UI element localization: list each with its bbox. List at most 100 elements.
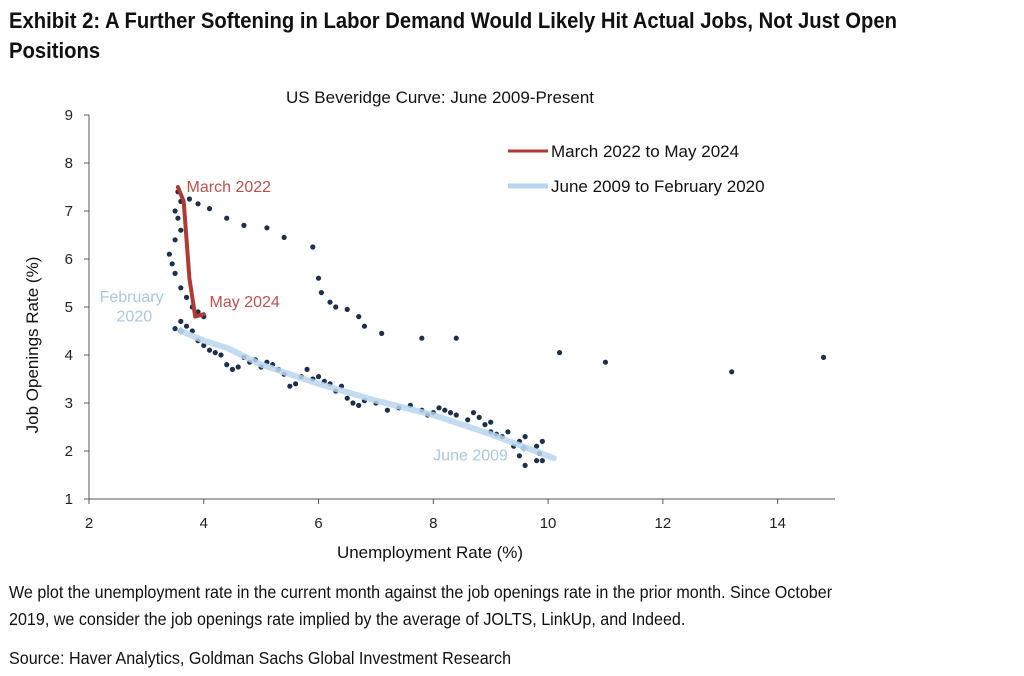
- x-tick-label: 6: [314, 515, 322, 532]
- x-axis-title: Unemployment Rate (%): [337, 543, 523, 562]
- data-point: [281, 234, 287, 240]
- y-tick-label: 3: [65, 395, 73, 412]
- chart-legend: March 2022 to May 2024 June 2009 to Febru…: [508, 142, 765, 196]
- annotation-label: 2020: [117, 308, 153, 325]
- data-point: [172, 208, 178, 214]
- y-tick-label: 5: [65, 299, 73, 316]
- data-point: [224, 215, 230, 221]
- y-tick-label: 4: [65, 347, 73, 364]
- x-tick-label: 4: [200, 515, 208, 532]
- data-point: [436, 405, 442, 411]
- data-point: [264, 225, 270, 231]
- annotation-label: May 2024: [210, 294, 280, 311]
- data-point: [384, 407, 390, 413]
- data-point: [195, 201, 201, 207]
- annotation-label: June 2009: [433, 448, 508, 465]
- data-point: [522, 434, 528, 440]
- data-point: [206, 347, 213, 353]
- annotation-label: March 2022: [187, 179, 272, 196]
- y-tick-label: 9: [65, 107, 73, 124]
- data-point: [318, 290, 325, 296]
- data-point: [447, 410, 454, 416]
- exhibit-title: Exhibit 2: A Further Softening in Labor …: [9, 6, 929, 66]
- beveridge-curve-chart: US Beveridge Curve: June 2009-Present 2 4…: [23, 88, 835, 562]
- data-point: [470, 410, 477, 416]
- data-point: [229, 366, 236, 372]
- data-point: [183, 323, 190, 329]
- data-point: [166, 251, 172, 257]
- annotation-label: February: [100, 289, 164, 306]
- data-point: [361, 323, 368, 329]
- series-line-prepandemic: [177, 328, 557, 462]
- data-point: [172, 237, 178, 243]
- data-point: [602, 359, 609, 365]
- data-point: [315, 374, 322, 380]
- data-point: [488, 419, 494, 425]
- data-point: [820, 354, 827, 360]
- caption-line1: We plot the unemployment rate in the cur…: [9, 582, 833, 602]
- data-point: [350, 400, 356, 406]
- series-lines: [175, 185, 557, 462]
- data-point: [175, 215, 181, 221]
- endpoint-marker: [176, 327, 185, 335]
- data-point: [178, 318, 184, 324]
- data-point: [241, 222, 247, 228]
- x-tick-label: 12: [655, 515, 672, 532]
- x-tick-label: 10: [540, 515, 557, 532]
- data-point: [539, 458, 545, 464]
- data-point: [534, 458, 540, 464]
- legend-label: March 2022 to May 2024: [551, 142, 739, 161]
- y-tick-label: 7: [65, 203, 73, 220]
- data-point: [235, 364, 241, 370]
- chart-title: US Beveridge Curve: June 2009-Present: [286, 88, 594, 107]
- data-point: [442, 407, 448, 413]
- x-tick-label: 8: [429, 515, 437, 532]
- data-point: [453, 335, 459, 341]
- data-point: [315, 275, 322, 281]
- data-point: [534, 443, 540, 449]
- data-point: [172, 326, 178, 332]
- data-point: [482, 422, 488, 428]
- series-line-recent: [175, 185, 206, 319]
- y-tick-label: 2: [65, 443, 73, 460]
- y-tick-label: 6: [65, 251, 73, 268]
- data-point: [178, 285, 184, 291]
- data-point: [344, 306, 350, 312]
- y-tick-label: 8: [65, 155, 73, 172]
- data-point: [453, 412, 459, 418]
- data-point: [287, 383, 293, 389]
- x-tick-label: 14: [769, 515, 786, 532]
- data-point: [292, 381, 299, 387]
- data-point: [310, 244, 316, 250]
- exhibit-title-line1: Exhibit 2: A Further Softening in Labor …: [9, 8, 898, 33]
- legend-label: June 2009 to February 2020: [551, 177, 765, 196]
- data-point: [195, 309, 201, 315]
- data-point: [169, 261, 175, 267]
- data-point: [539, 438, 545, 444]
- y-axis-title: Job Openings Rate (%): [23, 257, 42, 434]
- data-point: [186, 196, 193, 202]
- data-point: [333, 304, 339, 310]
- data-point: [465, 417, 471, 423]
- data-points: [166, 189, 827, 468]
- y-tick-label: 1: [65, 491, 73, 508]
- data-point: [522, 462, 528, 468]
- data-point: [178, 227, 184, 233]
- x-tick-label: 2: [85, 515, 93, 532]
- data-point: [356, 314, 362, 320]
- data-point: [476, 414, 482, 420]
- data-point: [505, 429, 511, 435]
- exhibit-caption: We plot the unemployment rate in the cur…: [9, 579, 993, 633]
- data-point: [344, 395, 350, 401]
- data-point: [556, 350, 563, 356]
- data-point: [218, 352, 224, 358]
- data-point: [379, 330, 385, 336]
- caption-line2: 2019, we consider the job openings rate …: [9, 609, 686, 629]
- data-point: [729, 369, 735, 375]
- data-point: [327, 299, 333, 305]
- data-point: [212, 350, 218, 356]
- data-point: [183, 294, 190, 300]
- data-point: [419, 335, 425, 341]
- data-point: [356, 402, 362, 408]
- chart-annotations: March 2022 May 2024 February 2020 June 2009: [100, 179, 508, 465]
